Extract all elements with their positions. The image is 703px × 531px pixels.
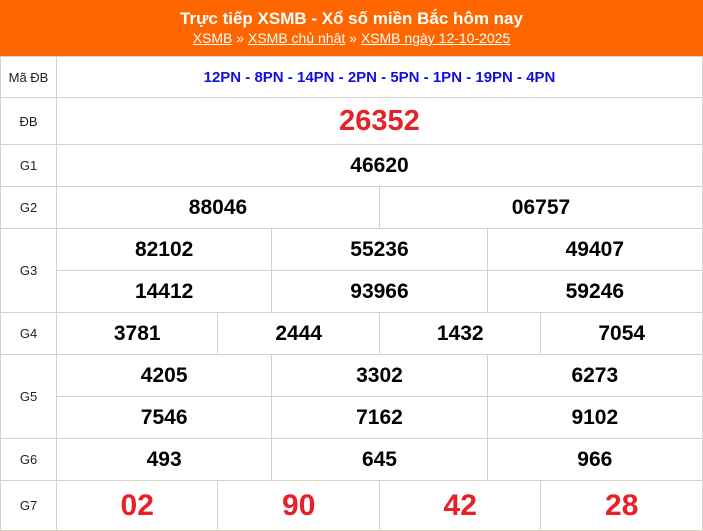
label-g7: G7 xyxy=(0,480,57,531)
prize-g4: 7054 xyxy=(540,312,703,355)
prize-g1: 46620 xyxy=(56,144,703,187)
prize-g7: 90 xyxy=(217,480,380,531)
prize-g3: 82102 xyxy=(55,228,273,271)
breadcrumb-xsmb-date[interactable]: XSMB ngày 12-10-2025 xyxy=(360,30,511,46)
breadcrumb-xsmb[interactable]: XSMB xyxy=(192,30,233,46)
prize-g5: 7546 xyxy=(55,396,273,439)
prize-g5: 4205 xyxy=(55,354,273,397)
label-db: ĐB xyxy=(0,97,57,145)
page-header: Trực tiếp XSMB - Xổ số miền Bắc hôm nay … xyxy=(0,0,703,56)
prize-g3: 59246 xyxy=(486,270,703,313)
prize-g3: 49407 xyxy=(486,228,703,271)
prize-g7: 02 xyxy=(55,480,219,531)
prize-g6: 645 xyxy=(271,438,488,481)
breadcrumb-separator: » xyxy=(349,30,357,46)
prize-g7: 42 xyxy=(378,480,542,531)
label-g4: G4 xyxy=(0,312,57,355)
prize-g4: 3781 xyxy=(55,312,219,355)
label-g3: G3 xyxy=(0,228,57,313)
prize-g4: 1432 xyxy=(378,312,542,355)
prize-g5: 6273 xyxy=(486,354,703,397)
prize-g6: 493 xyxy=(55,438,273,481)
special-prize: 26352 xyxy=(56,97,703,145)
label-code: Mã ĐB xyxy=(0,56,57,98)
special-code: 12PN - 8PN - 14PN - 2PN - 5PN - 1PN - 19… xyxy=(56,56,703,98)
prize-g5: 7162 xyxy=(271,396,488,439)
results-table: Mã ĐB 12PN - 8PN - 14PN - 2PN - 5PN - 1P… xyxy=(0,56,703,531)
breadcrumb-xsmb-sunday[interactable]: XSMB chủ nhật xyxy=(247,30,346,46)
prize-g3: 55236 xyxy=(271,228,488,271)
label-g1: G1 xyxy=(0,144,57,187)
prize-g4: 2444 xyxy=(217,312,380,355)
prize-g2: 88046 xyxy=(56,186,380,229)
prize-g3: 93966 xyxy=(271,270,488,313)
prize-g2: 06757 xyxy=(378,186,703,229)
label-g5: G5 xyxy=(0,354,57,439)
breadcrumb-separator: » xyxy=(236,30,245,46)
label-g2: G2 xyxy=(0,186,57,229)
page-title: Trực tiếp XSMB - Xổ số miền Bắc hôm nay xyxy=(180,9,523,28)
prize-g5: 9102 xyxy=(486,396,703,439)
prize-g3: 14412 xyxy=(55,270,273,313)
prize-g6: 966 xyxy=(486,438,703,481)
prize-g7: 28 xyxy=(540,480,703,531)
prize-g5: 3302 xyxy=(271,354,488,397)
breadcrumb: XSMB » XSMB chủ nhật » XSMB ngày 12-10-2… xyxy=(0,29,703,47)
label-g6: G6 xyxy=(0,438,57,481)
